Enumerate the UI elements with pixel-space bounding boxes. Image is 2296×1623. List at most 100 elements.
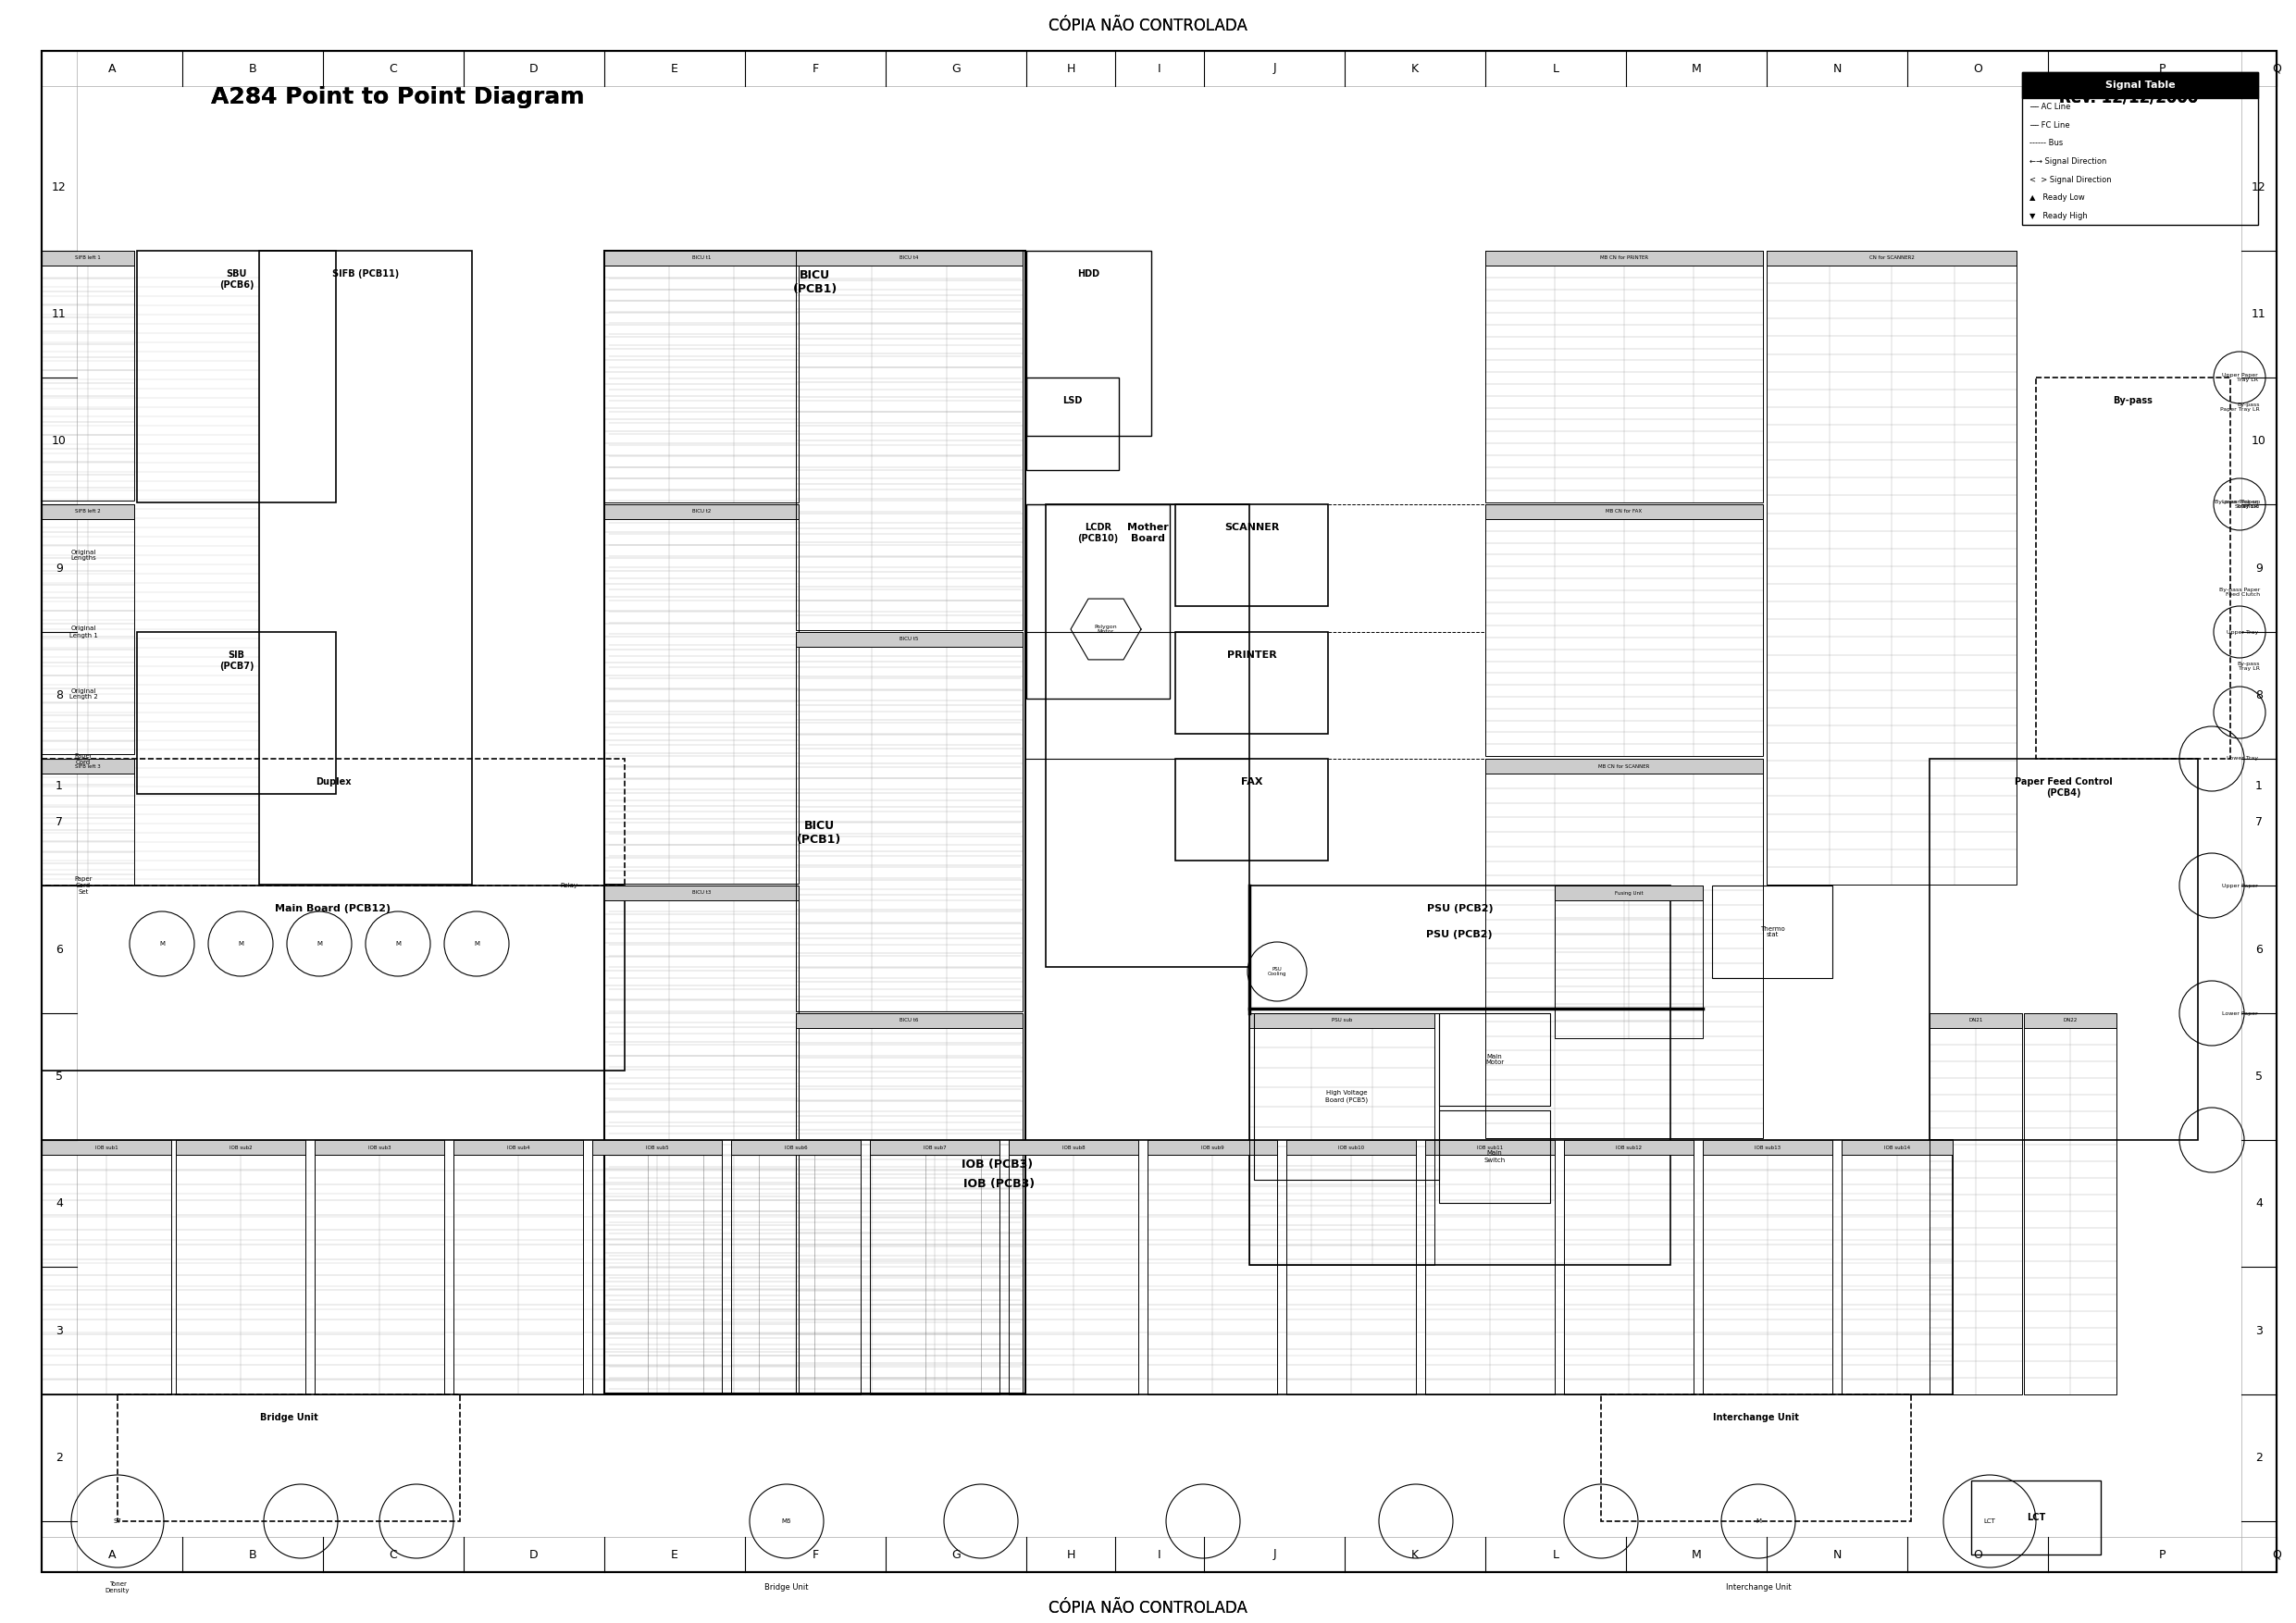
Text: D: D xyxy=(530,1548,540,1561)
Text: P: P xyxy=(2158,62,2165,75)
Text: PSU sub: PSU sub xyxy=(1332,1018,1352,1022)
Bar xyxy=(2023,1013,2117,1394)
Bar xyxy=(1176,505,1327,605)
Text: 8: 8 xyxy=(55,690,62,701)
Text: 1: 1 xyxy=(55,781,62,792)
Text: I: I xyxy=(1157,62,1162,75)
Text: DN22: DN22 xyxy=(2064,1018,2078,1022)
Bar xyxy=(797,252,1022,266)
Bar xyxy=(1554,886,1704,1039)
Text: Bridge Unit: Bridge Unit xyxy=(765,1582,808,1591)
Text: Bridge Unit: Bridge Unit xyxy=(259,1414,317,1422)
Text: IOB sub7: IOB sub7 xyxy=(923,1146,946,1149)
Text: 11: 11 xyxy=(2252,308,2266,320)
Bar xyxy=(41,252,133,266)
Text: Signal Table: Signal Table xyxy=(2105,81,2174,89)
Bar xyxy=(1008,1139,1139,1394)
Bar xyxy=(592,1139,721,1156)
Bar xyxy=(41,760,625,886)
Text: IOB sub13: IOB sub13 xyxy=(1754,1146,1782,1149)
Bar xyxy=(1704,1139,1832,1394)
Text: 3: 3 xyxy=(55,1324,62,1337)
Text: IOB sub11: IOB sub11 xyxy=(1476,1146,1504,1149)
Bar xyxy=(1440,1013,1550,1105)
Bar xyxy=(1600,1394,1910,1521)
Text: M: M xyxy=(1692,62,1701,75)
Text: 9: 9 xyxy=(2255,562,2262,575)
Text: IOB sub5: IOB sub5 xyxy=(645,1146,668,1149)
Bar xyxy=(455,1139,583,1394)
Text: IOB sub14: IOB sub14 xyxy=(1885,1146,1910,1149)
Text: M6: M6 xyxy=(781,1519,792,1524)
Bar xyxy=(41,252,133,500)
Text: Paper Feed Control
(PCB4): Paper Feed Control (PCB4) xyxy=(2016,777,2112,797)
Text: BICU t2: BICU t2 xyxy=(691,510,712,514)
Text: Relay: Relay xyxy=(560,883,579,888)
Text: By-pass
Tray LR: By-pass Tray LR xyxy=(2236,661,2259,672)
Text: ── FC Line: ── FC Line xyxy=(2030,122,2071,130)
Text: 3: 3 xyxy=(2255,1324,2262,1337)
Bar xyxy=(1704,1139,1832,1156)
Bar xyxy=(604,252,799,503)
Bar xyxy=(177,1139,305,1156)
Text: 2: 2 xyxy=(55,1453,62,1464)
Text: By-pass Paper
Feed Clutch: By-pass Paper Feed Clutch xyxy=(2218,588,2259,597)
Text: SCANNER: SCANNER xyxy=(1224,523,1279,532)
Text: MB CN for PRINTER: MB CN for PRINTER xyxy=(1600,256,1649,260)
Bar xyxy=(177,1139,305,1394)
Bar xyxy=(1008,1139,1139,1156)
Text: IOB (PCB3): IOB (PCB3) xyxy=(964,1178,1035,1190)
Text: Interchange Unit: Interchange Unit xyxy=(1713,1414,1800,1422)
Text: CN for SCANNER2: CN for SCANNER2 xyxy=(1869,256,1915,260)
Bar xyxy=(604,505,799,883)
Bar xyxy=(1486,505,1763,519)
Text: Original
Length 2: Original Length 2 xyxy=(69,688,96,700)
Bar xyxy=(1564,1139,1694,1394)
Text: N: N xyxy=(1832,62,1841,75)
Bar xyxy=(1148,1139,1277,1156)
Text: By-pass Pick-up
Solenoid: By-pass Pick-up Solenoid xyxy=(2213,500,2259,510)
Bar xyxy=(41,505,133,519)
Bar xyxy=(1929,1013,2023,1027)
Text: 8: 8 xyxy=(2255,690,2262,701)
Bar xyxy=(604,252,1026,1394)
Bar xyxy=(1249,886,1671,1264)
Text: K: K xyxy=(1412,1548,1419,1561)
Text: IOB sub3: IOB sub3 xyxy=(367,1146,390,1149)
Text: B: B xyxy=(248,62,257,75)
Text: Upper Paper: Upper Paper xyxy=(2223,883,2257,888)
Text: G: G xyxy=(951,1548,960,1561)
Text: 7: 7 xyxy=(2255,816,2262,828)
Text: BICU t6: BICU t6 xyxy=(900,1018,918,1022)
Text: Rev. 12/12/2000: Rev. 12/12/2000 xyxy=(2060,89,2197,105)
Text: Q: Q xyxy=(2273,62,2282,75)
Bar xyxy=(797,252,1022,630)
Text: BICU t3: BICU t3 xyxy=(691,891,712,896)
Bar xyxy=(604,505,799,519)
Text: Upper Tray: Upper Tray xyxy=(2227,630,2257,635)
Text: IOB sub1: IOB sub1 xyxy=(94,1146,117,1149)
Text: Main Board (PCB12): Main Board (PCB12) xyxy=(276,904,390,914)
Text: ── AC Line: ── AC Line xyxy=(2030,102,2071,112)
Text: 6: 6 xyxy=(55,943,62,956)
Text: IOB sub9: IOB sub9 xyxy=(1201,1146,1224,1149)
Text: M: M xyxy=(473,941,480,946)
Text: Thermo
stat: Thermo stat xyxy=(1759,925,1784,938)
Text: M: M xyxy=(1756,1519,1761,1524)
Bar xyxy=(1176,760,1327,860)
Bar xyxy=(1286,1139,1417,1394)
Bar xyxy=(604,886,799,901)
Bar xyxy=(604,886,799,1394)
Text: Mother
Board: Mother Board xyxy=(1127,523,1169,542)
Bar xyxy=(315,1139,443,1156)
Bar xyxy=(797,1013,1022,1393)
Bar xyxy=(1026,505,1169,698)
Text: 11: 11 xyxy=(53,308,67,320)
Bar xyxy=(1026,378,1118,471)
Text: IOB sub2: IOB sub2 xyxy=(230,1146,253,1149)
Bar xyxy=(797,1013,1022,1027)
Bar xyxy=(1026,252,1150,437)
Text: Toner
Density: Toner Density xyxy=(106,1581,131,1592)
Text: LCT: LCT xyxy=(1984,1519,1995,1524)
Text: MB CN for SCANNER: MB CN for SCANNER xyxy=(1598,764,1651,768)
